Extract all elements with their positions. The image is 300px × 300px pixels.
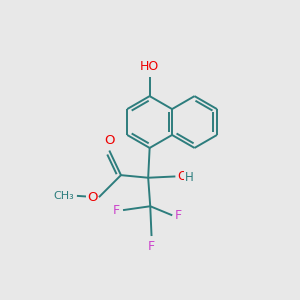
Text: F: F: [175, 209, 182, 222]
Text: CH₃: CH₃: [54, 191, 75, 201]
Text: H: H: [185, 171, 194, 184]
Text: F: F: [148, 240, 155, 253]
Text: O: O: [104, 134, 115, 147]
Text: HO: HO: [140, 60, 159, 73]
Text: F: F: [113, 204, 120, 217]
Text: O: O: [87, 191, 98, 204]
Text: O: O: [178, 170, 188, 183]
